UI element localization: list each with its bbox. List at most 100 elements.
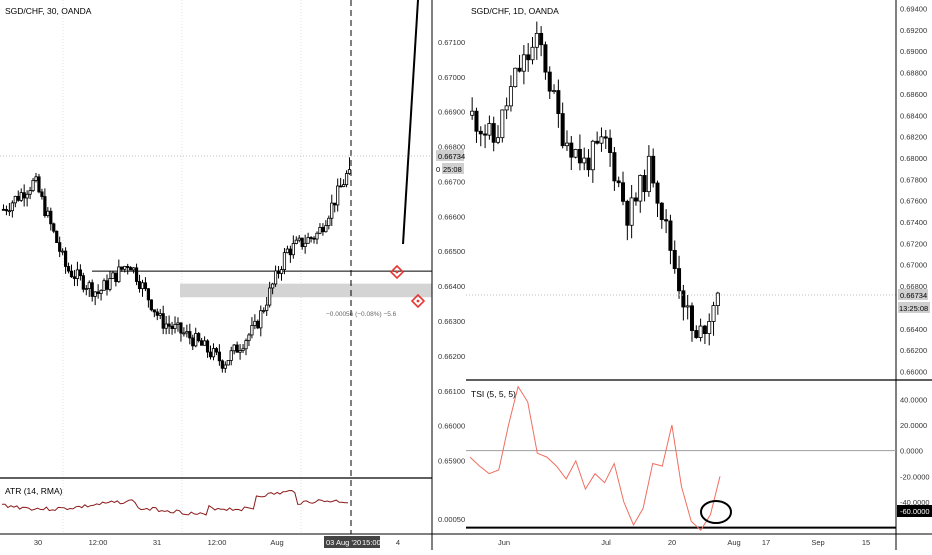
left-candle-body [309, 237, 313, 239]
left-candle-body [31, 180, 35, 191]
left-candle-body [276, 270, 281, 274]
left-candle-body [232, 344, 236, 352]
left-candle-body [34, 176, 38, 181]
left-candle-body [303, 242, 307, 247]
left-candle-body [114, 272, 118, 283]
left-price-tick-label: 0.66800 [438, 143, 465, 152]
left-candle-body [78, 269, 82, 277]
right-candle-body [616, 180, 621, 184]
left-candle-body [170, 325, 174, 329]
crosshair-time-tag [324, 536, 380, 548]
right-time-axis[interactable]: Jun Jul 20 Aug 17 Sep 15 [498, 538, 870, 547]
right-price-tick-label: 0.67400 [900, 218, 927, 227]
left-candle-body [10, 202, 14, 212]
left-price-tick-label: 0.66400 [438, 282, 465, 291]
right-candle-body [715, 292, 720, 306]
left-price-tick-label: 0.66200 [438, 352, 465, 361]
atr-indicator-label[interactable]: ATR (14, RMA) [5, 486, 63, 496]
left-candle-body [129, 267, 133, 271]
right-price-axis[interactable]: 0.69400 0.69200 0.69000 0.68800 0.68600 0.684… [900, 5, 927, 377]
right-candle-body [474, 110, 479, 132]
right-candle-body [590, 140, 595, 171]
left-candle-body [273, 270, 278, 285]
right-candle-body [547, 71, 552, 92]
left-time-axis[interactable]: 30 12:00 31 12:00 Aug 4 [34, 538, 400, 547]
right-candle-body [698, 325, 703, 338]
right-candle-body [711, 305, 716, 322]
left-candle-body [182, 332, 186, 335]
left-candle-body [282, 252, 287, 270]
left-candle-body [247, 334, 251, 341]
left-candle-body [143, 282, 148, 290]
left-candle-body [229, 350, 233, 361]
right-candle-body [483, 133, 488, 136]
left-time-tick-label: 30 [34, 538, 42, 547]
left-candle-body [253, 320, 257, 326]
right-candle-body [560, 113, 565, 147]
left-candle-body [321, 227, 325, 233]
red-target-marker-icon[interactable] [410, 293, 426, 309]
right-last-price-label: 0.66734 [900, 291, 927, 300]
left-candle-body [185, 331, 189, 334]
left-candle-body [7, 210, 11, 213]
left-candle-body [188, 331, 192, 339]
right-candle-body [521, 54, 526, 72]
left-candle-body [208, 351, 213, 358]
right-candle-body [513, 67, 518, 88]
left-grid [62, 0, 302, 534]
left-price-tick-label: 0.66600 [438, 212, 465, 221]
support-zone-rectangle[interactable] [180, 283, 432, 298]
left-candle-body [265, 304, 269, 311]
left-candle-body [262, 310, 266, 312]
right-time-tick-label: 20 [668, 538, 676, 547]
left-price-tick-label: 0.65900 [438, 457, 465, 466]
left-candle-body [66, 266, 71, 272]
left-candle-body [235, 344, 239, 353]
right-price-tick-label: 0.69400 [900, 5, 927, 14]
right-candle-body [517, 67, 522, 72]
left-candle-body [197, 333, 201, 342]
left-countdown-tag [442, 163, 464, 174]
right-candle-body [582, 157, 587, 164]
atr-line [2, 489, 349, 516]
right-candle-body [646, 155, 651, 193]
right-price-tick-label: 0.67800 [900, 175, 927, 184]
right-candle-body [470, 110, 475, 116]
right-candles [470, 21, 720, 346]
tsi-axis: 40.0000 20.0000 0.0000 -20.0000 -40.0000 [900, 395, 930, 507]
highlight-ellipse[interactable] [700, 500, 732, 524]
left-candles [1, 157, 352, 373]
right-candle-body [543, 44, 548, 73]
left-price-axis[interactable]: 0.67100 0.67000 0.66900 0.66800 0.66700 0.666… [438, 38, 465, 466]
left-candle-body [46, 210, 50, 216]
left-candle-body [333, 202, 337, 206]
trend-line[interactable] [402, 0, 419, 245]
right-candle-body [633, 197, 638, 202]
left-candle-body [205, 340, 210, 353]
right-candle-body [702, 325, 707, 334]
left-candle-body [52, 223, 56, 232]
tsi-level-label: -60.0000 [900, 507, 930, 516]
left-candle-body [99, 289, 103, 294]
right-candle-body [573, 148, 578, 158]
left-time-tick-label: 4 [396, 538, 400, 547]
left-candle-body [22, 192, 26, 199]
left-candle-body [330, 202, 334, 219]
red-target-marker-icon[interactable] [389, 264, 405, 280]
left-candle-body [49, 210, 53, 225]
left-candle-body [120, 266, 124, 270]
right-candle-body [608, 137, 613, 153]
left-candle-body [84, 288, 88, 290]
left-candle-body [300, 237, 304, 247]
right-candle-body [707, 321, 712, 334]
tsi-indicator-label[interactable]: TSI (5, 5, 5) [471, 389, 516, 399]
right-chart-title: SGD/CHF, 1D, OANDA [471, 6, 559, 16]
left-candle-body [291, 243, 295, 256]
right-candle-body [689, 305, 694, 331]
right-candle-body [491, 123, 496, 143]
left-candle-body [108, 278, 112, 290]
right-candle-body [552, 90, 557, 92]
left-candle-body [312, 237, 316, 240]
left-time-tick-label: Aug [270, 538, 283, 547]
left-candle-body [19, 192, 23, 201]
